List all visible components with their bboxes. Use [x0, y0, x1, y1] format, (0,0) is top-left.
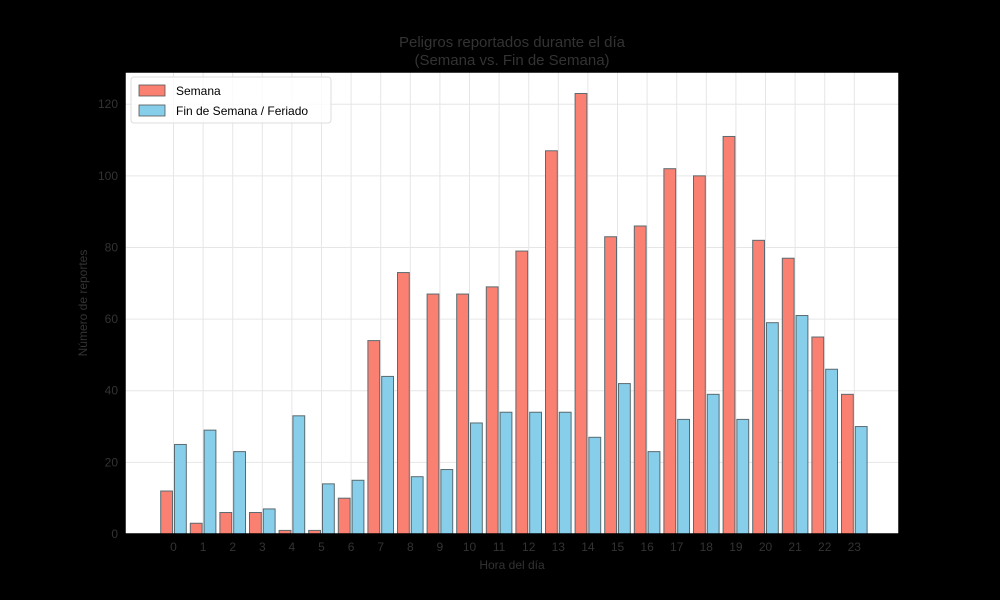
x-tick-label: 0: [170, 540, 177, 554]
y-tick-label: 120: [98, 97, 118, 111]
x-tick-label: 10: [463, 540, 477, 554]
bars: [160, 92, 868, 535]
x-tick-label: 23: [848, 540, 862, 554]
bar-fin-de-semana: [736, 418, 750, 535]
x-tick-label: 3: [259, 540, 266, 554]
chart-title: Peligros reportados durante el día: [399, 34, 626, 51]
y-tick-label: 80: [105, 240, 119, 254]
bar-semana: [722, 135, 736, 535]
bar-fin-de-semana: [588, 436, 602, 535]
x-axis-label: Hora del día: [479, 558, 545, 572]
legend-box: [130, 76, 332, 124]
x-tick-label: 11: [493, 540, 506, 554]
x-tick-label: 17: [670, 540, 684, 554]
bar-semana: [604, 236, 618, 535]
bar-semana: [397, 272, 410, 535]
legend-swatch-semana: [138, 84, 166, 97]
bar-fin-de-semana: [706, 393, 720, 535]
y-tick-label: 20: [105, 455, 119, 469]
y-axis-label: Número de reportes: [76, 250, 90, 357]
bar-fin-de-semana: [174, 443, 187, 535]
x-tick-label: 22: [818, 540, 832, 554]
x-axis: 0 1 2 3 4 5 6 7 8 9 10 11 12 13 14 15 16 17 18 19 20 21 22 23: [170, 534, 861, 554]
bar-fin-de-semana: [647, 451, 661, 535]
x-tick-label: 9: [437, 540, 444, 554]
bar-semana: [781, 257, 795, 535]
x-tick-label: 15: [611, 540, 625, 554]
bar-fin-de-semana: [292, 415, 306, 535]
x-tick-label: 12: [522, 540, 536, 554]
legend-label-fin-de-semana: Fin de Semana / Feriado: [176, 104, 308, 118]
legend: Semana Fin de Semana / Feriado: [130, 76, 332, 124]
bar-fin-de-semana: [351, 479, 365, 535]
bar-fin-de-semana: [410, 476, 424, 535]
x-tick-label: 8: [407, 540, 414, 554]
bar-fin-de-semana: [322, 483, 335, 535]
bar-fin-de-semana: [618, 383, 631, 535]
y-tick-label: 60: [105, 312, 119, 326]
bar-fin-de-semana: [440, 469, 454, 535]
x-tick-label: 1: [200, 540, 207, 554]
bar-semana: [633, 225, 647, 535]
bar-semana: [219, 512, 233, 535]
bar-fin-de-semana: [677, 418, 691, 535]
x-tick-label: 18: [700, 540, 714, 554]
y-tick-label: 100: [98, 169, 118, 183]
x-tick-label: 19: [729, 540, 743, 554]
bar-semana: [663, 168, 677, 535]
bar-semana: [367, 340, 381, 535]
bar-fin-de-semana: [766, 322, 779, 535]
bar-semana: [693, 175, 706, 535]
y-tick-label: 40: [105, 384, 119, 398]
bar-semana: [189, 522, 203, 535]
bar-fin-de-semana: [499, 411, 513, 535]
bar-fin-de-semana: [203, 429, 217, 535]
x-tick-label: 7: [377, 540, 384, 554]
bar-semana: [485, 286, 499, 535]
legend-swatch-fin-de-semana: [138, 104, 166, 117]
plot-frame: [124, 71, 900, 535]
bar-semana: [515, 250, 529, 535]
x-tick-label: 2: [229, 540, 236, 554]
x-tick-label: 14: [581, 540, 595, 554]
bar-semana: [752, 239, 766, 535]
legend-label-semana: Semana: [176, 84, 221, 98]
bar-fin-de-semana: [233, 451, 246, 535]
bar-fin-de-semana: [262, 508, 276, 535]
bar-fin-de-semana: [825, 368, 839, 535]
bar-semana: [811, 336, 825, 535]
bar-fin-de-semana: [854, 426, 868, 535]
bar-semana: [426, 293, 440, 535]
x-tick-label: 13: [552, 540, 566, 554]
bar-fin-de-semana: [795, 315, 809, 535]
y-tick-label: 0: [111, 527, 118, 541]
bar-semana: [249, 512, 262, 535]
x-tick-label: 16: [640, 540, 654, 554]
bar-fin-de-semana: [529, 411, 543, 535]
x-tick-label: 6: [348, 540, 355, 554]
grid: [125, 72, 899, 535]
bar-semana: [337, 497, 351, 535]
bar-fin-de-semana: [558, 411, 572, 535]
bar-semana: [574, 92, 588, 535]
bar-semana: [841, 393, 854, 535]
bar-semana: [160, 490, 173, 535]
chart-subtitle: (Semana vs. Fin de Semana): [414, 52, 609, 69]
x-tick-label: 20: [759, 540, 773, 554]
bar-semana: [545, 150, 558, 535]
bar-fin-de-semana: [470, 422, 483, 535]
bar-semana: [456, 293, 470, 535]
bar-fin-de-semana: [381, 375, 395, 535]
x-tick-label: 5: [318, 540, 325, 554]
x-tick-label: 21: [788, 540, 802, 554]
x-tick-label: 4: [289, 540, 296, 554]
y-axis: 0 20 40 60 80 100 120: [98, 97, 125, 541]
